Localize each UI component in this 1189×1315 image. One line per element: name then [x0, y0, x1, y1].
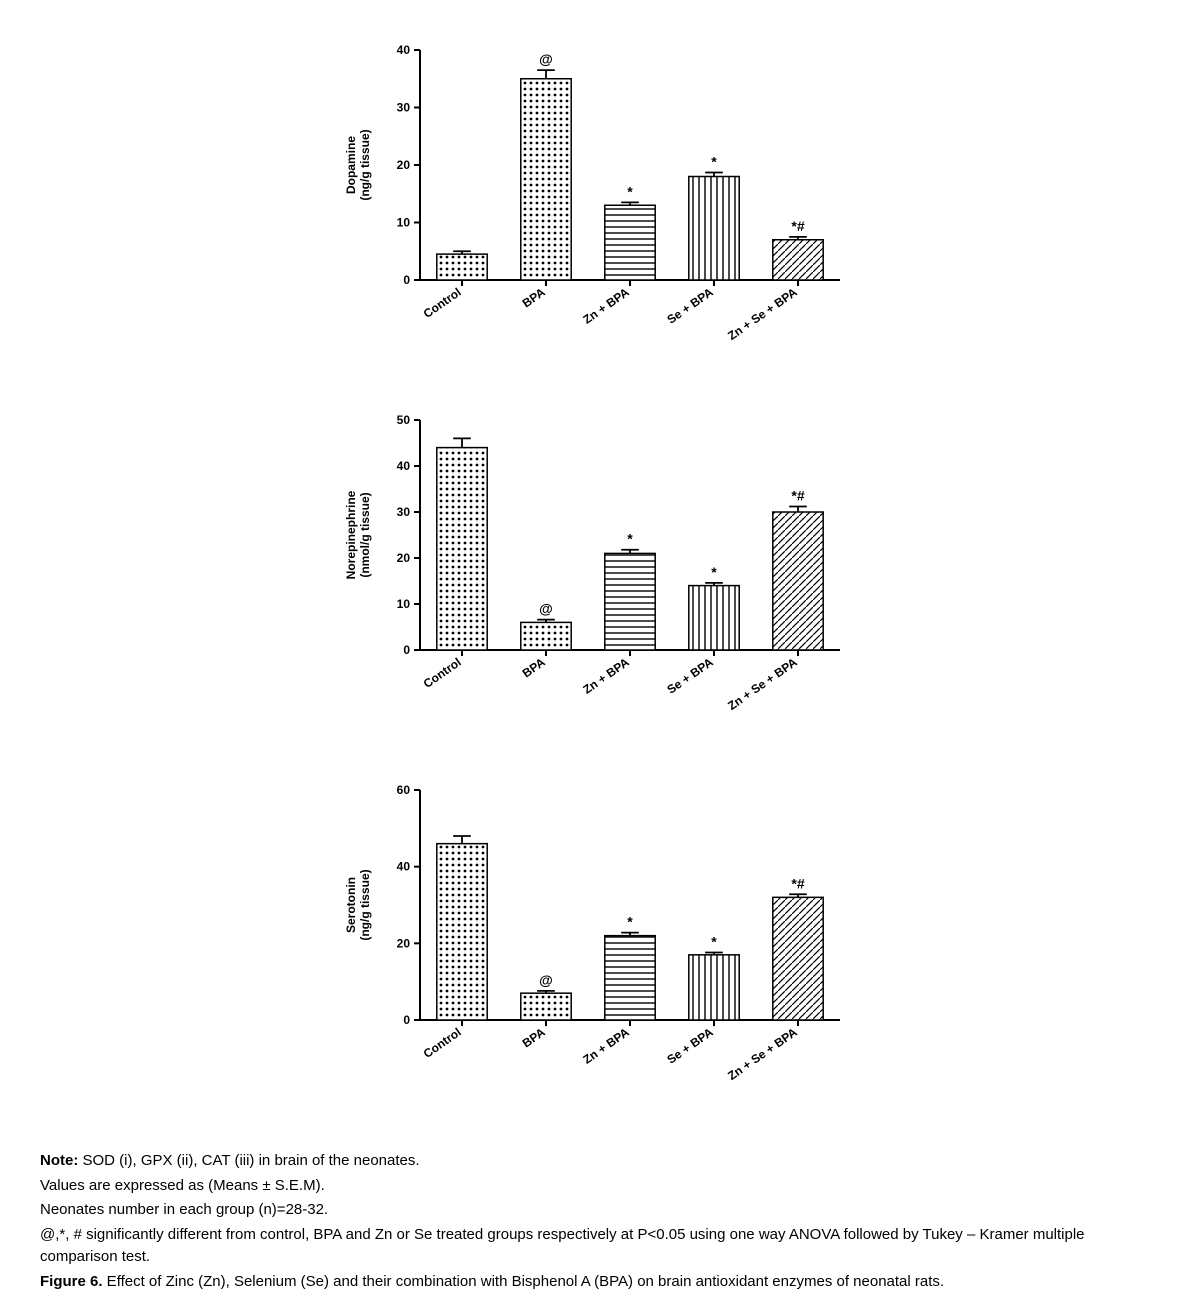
- bar-norepinephrine-0: [436, 448, 486, 650]
- svg-text:40: 40: [396, 860, 410, 874]
- svg-text:*: *: [711, 153, 717, 169]
- svg-text:BPA: BPA: [519, 655, 547, 681]
- bar-dopamine-1: [520, 79, 570, 280]
- svg-text:@: @: [539, 51, 553, 67]
- bar-serotonin-1: [520, 993, 570, 1020]
- svg-text:10: 10: [396, 216, 410, 230]
- svg-text:*: *: [711, 564, 717, 580]
- svg-text:Control: Control: [420, 285, 463, 321]
- note-line-2: Values are expressed as (Means ± S.E.M).: [40, 1175, 1149, 1198]
- bar-serotonin-0: [436, 844, 486, 1020]
- note-line-1: Note: SOD (i), GPX (ii), CAT (iii) in br…: [40, 1150, 1149, 1173]
- figure-caption: Figure 6. Effect of Zinc (Zn), Selenium …: [40, 1271, 1149, 1294]
- chart-wrap-norepinephrine: 0 10 20 30 40 50 Norepinephrine(nmol/g tissue)…: [330, 390, 860, 750]
- chart-serotonin: 0 20 40 60 Serotonin(ng/g tissue) Control @ BPA…: [330, 760, 860, 1120]
- note-line-3: Neonates number in each group (n)=28-32.: [40, 1199, 1149, 1222]
- svg-text:30: 30: [396, 505, 410, 519]
- figure-text: Effect of Zinc (Zn), Selenium (Se) and t…: [103, 1273, 945, 1290]
- bar-dopamine-2: [604, 205, 654, 280]
- svg-text:40: 40: [396, 43, 410, 57]
- svg-text:30: 30: [396, 101, 410, 115]
- svg-text:0: 0: [403, 643, 410, 657]
- chart-wrap-dopamine: 0 10 20 30 40 Dopamine(ng/g tissue) Control @ BP…: [330, 20, 860, 380]
- svg-text:Zn + Se + BPA: Zn + Se + BPA: [725, 655, 800, 713]
- svg-text:*: *: [627, 183, 633, 199]
- svg-text:BPA: BPA: [519, 285, 547, 311]
- svg-text:0: 0: [403, 273, 410, 287]
- svg-text:Se + BPA: Se + BPA: [664, 285, 716, 327]
- svg-text:*: *: [627, 914, 633, 930]
- charts-column: 0 10 20 30 40 Dopamine(ng/g tissue) Control @ BP…: [40, 20, 1149, 1120]
- chart-norepinephrine: 0 10 20 30 40 50 Norepinephrine(nmol/g tissue)…: [330, 390, 860, 750]
- svg-text:Control: Control: [420, 655, 463, 691]
- bar-serotonin-2: [604, 936, 654, 1020]
- svg-text:Zn + BPA: Zn + BPA: [580, 285, 632, 327]
- svg-text:Zn + BPA: Zn + BPA: [580, 655, 632, 697]
- svg-text:*#: *#: [791, 487, 804, 503]
- figure-label: Figure 6.: [40, 1273, 103, 1290]
- svg-text:0: 0: [403, 1013, 410, 1027]
- bar-norepinephrine-2: [604, 553, 654, 650]
- svg-text:Control: Control: [420, 1025, 463, 1061]
- svg-text:20: 20: [396, 158, 410, 172]
- svg-text:50: 50: [396, 413, 410, 427]
- svg-text:20: 20: [396, 936, 410, 950]
- svg-text:*#: *#: [791, 875, 804, 891]
- bar-serotonin-4: [772, 897, 822, 1020]
- svg-text:Norepinephrine(nmol/g tissue): Norepinephrine(nmol/g tissue): [344, 490, 372, 579]
- svg-text:Zn + BPA: Zn + BPA: [580, 1025, 632, 1067]
- chart-dopamine: 0 10 20 30 40 Dopamine(ng/g tissue) Control @ BP…: [330, 20, 860, 380]
- svg-text:Se + BPA: Se + BPA: [664, 1025, 716, 1067]
- svg-text:Zn + Se + BPA: Zn + Se + BPA: [725, 285, 800, 343]
- svg-text:Se + BPA: Se + BPA: [664, 655, 716, 697]
- bar-norepinephrine-1: [520, 622, 570, 650]
- bar-norepinephrine-3: [688, 586, 738, 650]
- bar-dopamine-4: [772, 240, 822, 280]
- svg-text:40: 40: [396, 459, 410, 473]
- svg-text:*#: *#: [791, 218, 804, 234]
- svg-text:10: 10: [396, 597, 410, 611]
- bar-dopamine-3: [688, 177, 738, 281]
- figure-notes: Note: SOD (i), GPX (ii), CAT (iii) in br…: [40, 1150, 1149, 1293]
- svg-text:*: *: [627, 531, 633, 547]
- svg-text:@: @: [539, 972, 553, 988]
- svg-text:*: *: [711, 934, 717, 950]
- svg-text:60: 60: [396, 783, 410, 797]
- note-line-4: @,*, # significantly different from cont…: [40, 1224, 1149, 1269]
- bar-norepinephrine-4: [772, 512, 822, 650]
- note-text: SOD (i), GPX (ii), CAT (iii) in brain of…: [78, 1152, 419, 1169]
- bar-dopamine-0: [436, 254, 486, 280]
- svg-text:20: 20: [396, 551, 410, 565]
- svg-text:Dopamine(ng/g tissue): Dopamine(ng/g tissue): [344, 129, 372, 200]
- bar-serotonin-3: [688, 955, 738, 1020]
- note-bold: Note:: [40, 1152, 78, 1169]
- svg-text:@: @: [539, 601, 553, 617]
- svg-text:Zn + Se + BPA: Zn + Se + BPA: [725, 1025, 800, 1083]
- chart-wrap-serotonin: 0 20 40 60 Serotonin(ng/g tissue) Control @ BPA…: [330, 760, 860, 1120]
- svg-text:Serotonin(ng/g tissue): Serotonin(ng/g tissue): [344, 869, 372, 940]
- svg-text:BPA: BPA: [519, 1025, 547, 1051]
